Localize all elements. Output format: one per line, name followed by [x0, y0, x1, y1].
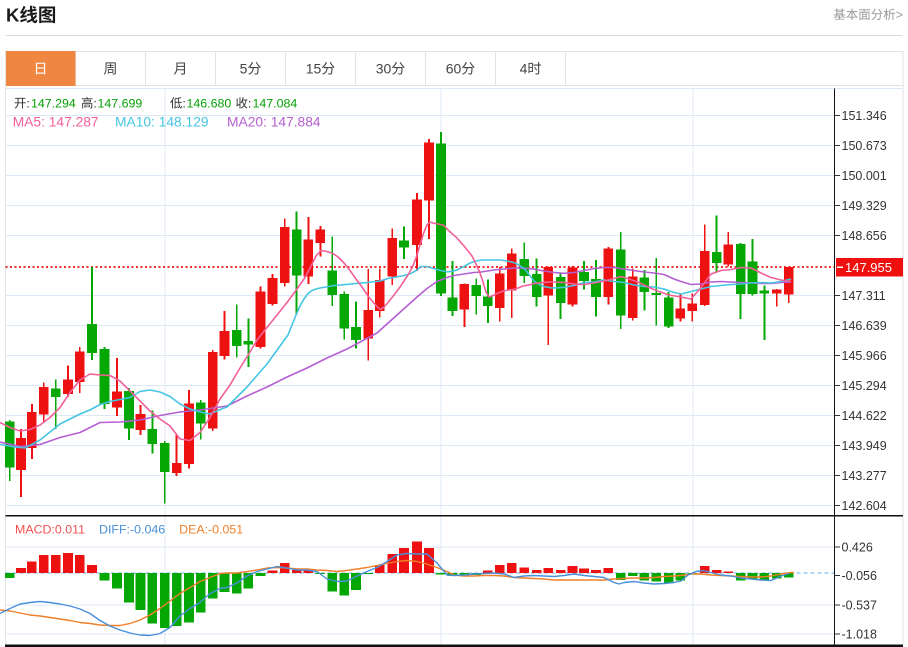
svg-text:30分: 30分	[376, 61, 406, 77]
svg-text:146.639: 146.639	[842, 319, 887, 333]
svg-text:15分: 15分	[306, 61, 336, 77]
svg-text:143.949: 143.949	[842, 439, 887, 453]
svg-text:4时: 4时	[520, 61, 542, 77]
svg-text:150.001: 150.001	[842, 169, 887, 183]
svg-text:147.699: 147.699	[98, 97, 143, 111]
svg-text:148.656: 148.656	[842, 229, 887, 243]
svg-text:145.966: 145.966	[842, 349, 887, 363]
svg-text:5分: 5分	[240, 61, 262, 77]
svg-text:150.673: 150.673	[842, 139, 887, 153]
svg-text:145.294: 145.294	[842, 379, 887, 393]
svg-text:开:: 开:	[14, 97, 30, 111]
svg-text:日: 日	[34, 61, 48, 77]
svg-text:147.311: 147.311	[842, 289, 886, 303]
svg-text:143.277: 143.277	[842, 469, 887, 483]
svg-text:低:: 低:	[170, 97, 186, 111]
svg-text:147.294: 147.294	[31, 97, 76, 111]
svg-text:146.680: 146.680	[187, 97, 232, 111]
svg-text:-0.537: -0.537	[842, 598, 877, 612]
svg-text:K线图: K线图	[6, 5, 56, 26]
svg-text:高:: 高:	[81, 97, 97, 111]
svg-text:147.955: 147.955	[845, 260, 892, 275]
svg-text:周: 周	[104, 61, 118, 77]
svg-text:MA5: 147.287: MA5: 147.287	[13, 115, 99, 130]
svg-text:-0.056: -0.056	[842, 569, 877, 583]
svg-text:142.604: 142.604	[842, 499, 887, 513]
svg-text:基本面分析>: 基本面分析>	[833, 8, 903, 22]
svg-text:60分: 60分	[446, 61, 476, 77]
svg-text:0.426: 0.426	[842, 540, 873, 554]
svg-text:月: 月	[174, 61, 188, 77]
svg-text:149.329: 149.329	[842, 199, 887, 213]
svg-text:收:: 收:	[236, 97, 252, 111]
svg-text:MA10: 148.129: MA10: 148.129	[115, 115, 209, 130]
svg-text:-1.018: -1.018	[842, 627, 877, 641]
svg-text:147.084: 147.084	[253, 97, 298, 111]
svg-text:144.622: 144.622	[842, 409, 887, 423]
svg-text:151.346: 151.346	[842, 109, 887, 123]
svg-text:MA20: 147.884: MA20: 147.884	[227, 115, 321, 130]
